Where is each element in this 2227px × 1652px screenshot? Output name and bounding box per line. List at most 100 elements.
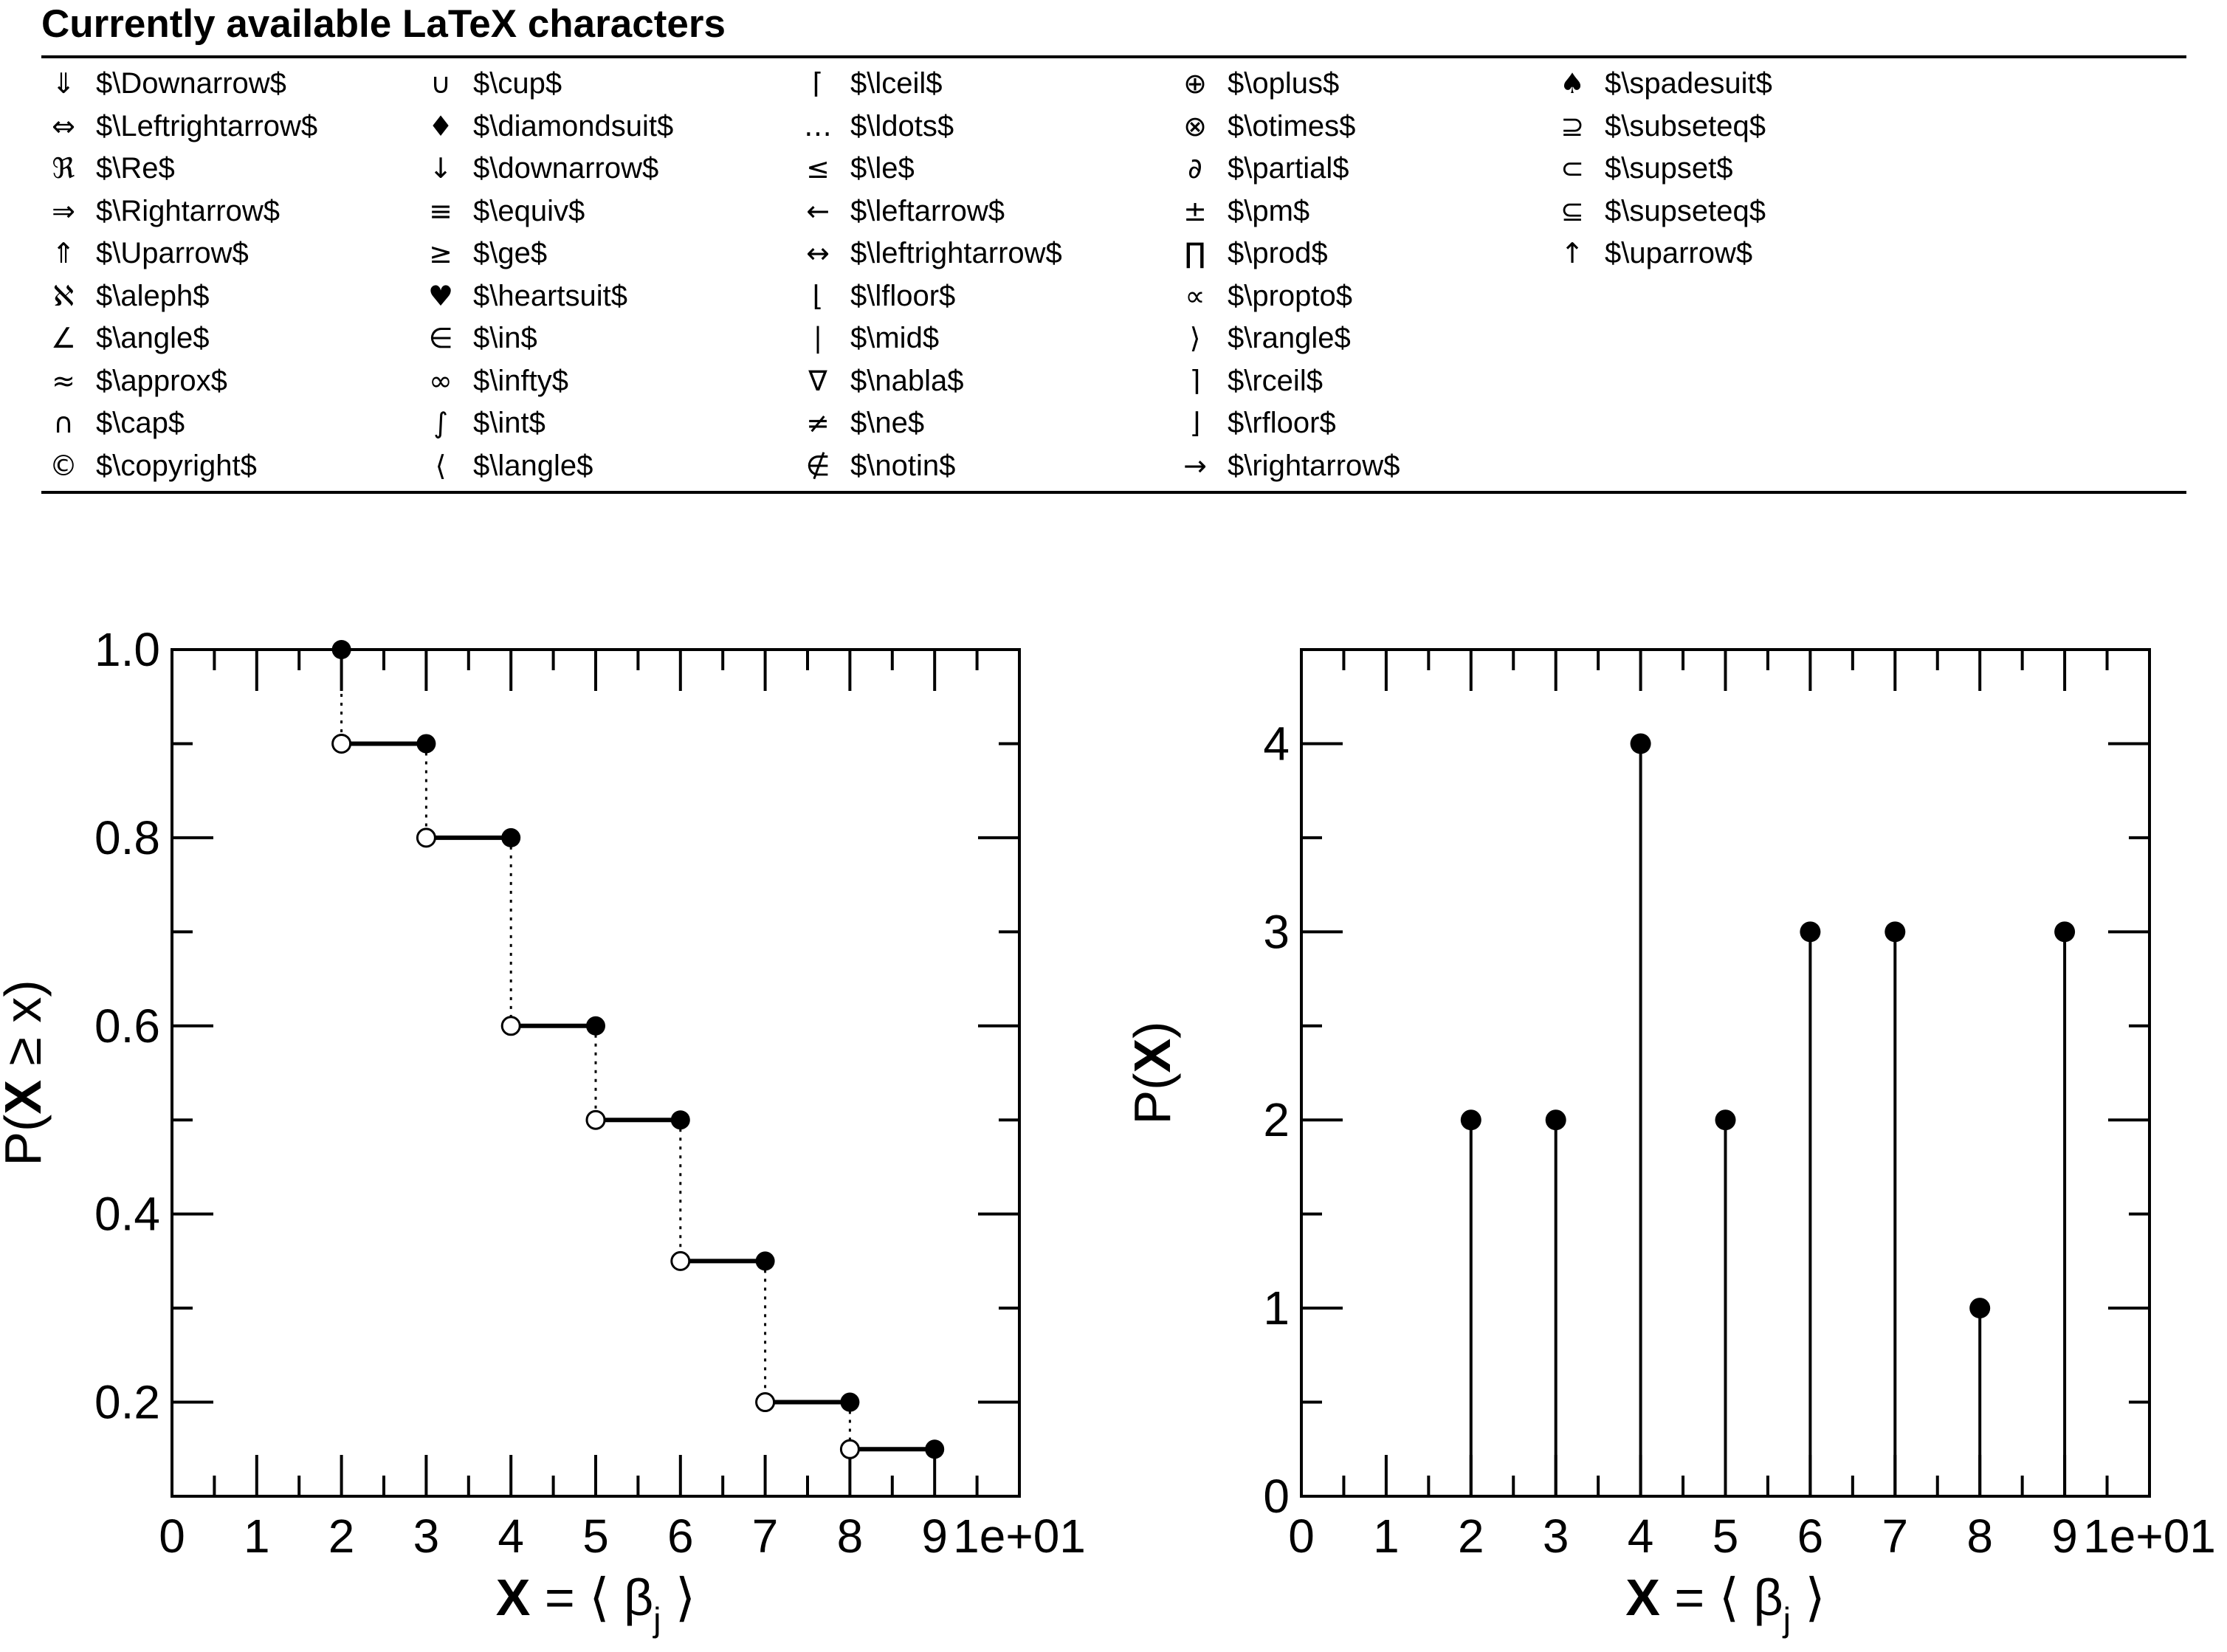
y-tick-label: 1.0 (94, 623, 160, 676)
x-tick-label: 6 (667, 1510, 694, 1563)
table-symbol: ∣ (810, 322, 825, 354)
table-code: $\otimes$ (1228, 109, 1356, 142)
table-symbol: ⟨ (435, 449, 447, 482)
y-tick-label: 0 (1263, 1470, 1290, 1523)
table-symbol: ∝ (1185, 279, 1205, 312)
filled-point (416, 734, 436, 754)
table-symbol: ⌈ (812, 67, 824, 100)
table-symbol: ⇑ (52, 237, 75, 269)
table-code: $\cap$ (96, 407, 185, 439)
table-symbol: ∪ (430, 67, 451, 100)
table-symbol: ⇒ (52, 194, 75, 227)
table-code: $\heartsuit$ (473, 279, 628, 312)
table-symbol: ∈ (428, 322, 453, 354)
x-tick-label: 7 (1882, 1510, 1909, 1563)
table-code: $\lceil$ (850, 67, 943, 100)
table-code: $\spadesuit$ (1605, 67, 1772, 100)
open-point (839, 1439, 860, 1459)
table-code: $\int$ (473, 407, 545, 439)
open-point (416, 827, 436, 848)
x-tick-label: 3 (1543, 1510, 1569, 1563)
table-symbol: ∫ (433, 407, 448, 439)
table-title: Currently available LaTeX characters (41, 2, 726, 46)
table-symbol: ⊇ (1560, 109, 1584, 142)
table-symbol: ∂ (1188, 152, 1202, 185)
x-tick-label: 4 (498, 1510, 524, 1563)
table-symbol: ∩ (53, 407, 74, 439)
x-tick-label: 6 (1797, 1510, 1824, 1563)
table-symbol: ≥ (429, 237, 452, 269)
filled-point (840, 1392, 860, 1412)
table-bottom-rule (41, 491, 2186, 494)
table-symbol: ⌉ (1189, 364, 1201, 397)
y-axis-label: P(X ≥ x) (0, 980, 52, 1166)
table-code: $\le$ (850, 152, 915, 185)
open-point (670, 1250, 691, 1271)
table-code: $\downarrow$ (473, 152, 659, 185)
table-symbol: ∠ (50, 322, 77, 354)
table-code: $\in$ (473, 322, 537, 354)
stem-point (1545, 1109, 1566, 1131)
open-point (331, 733, 352, 754)
table-symbol: ↓ (429, 152, 452, 185)
stem-point (1800, 921, 1821, 943)
table-code: $\leftrightarrow$ (850, 237, 1062, 269)
x-tick-label: 5 (1713, 1510, 1739, 1563)
stem-point (1630, 733, 1651, 754)
filled-point (925, 1439, 945, 1459)
table-symbol: ℵ (52, 279, 75, 312)
table-code: $\notin$ (850, 449, 956, 482)
table-symbol: ♥ (427, 279, 454, 312)
filled-point (501, 827, 521, 847)
table-code: $\lfloor$ (850, 279, 956, 312)
table-symbol: ⊕ (1183, 67, 1207, 100)
table-code: $\mid$ (850, 322, 940, 354)
table-symbol: … (804, 109, 832, 142)
table-code: $\Leftrightarrow$ (96, 109, 318, 142)
y-tick-label: 1 (1263, 1281, 1290, 1335)
x-axis-label: X = ⟨ βj ⟩ (1625, 1569, 1825, 1639)
table-code: $\ldots$ (850, 109, 954, 142)
filled-point (755, 1251, 775, 1271)
table-code: $\rightarrow$ (1228, 449, 1400, 482)
table-code: $\Re$ (96, 152, 175, 185)
x-tick-label: 9 (2051, 1510, 2078, 1563)
table-code: $\oplus$ (1228, 67, 1340, 100)
table-code: $\subseteq$ (1605, 109, 1766, 142)
table-symbol: ⌊ (812, 279, 824, 312)
x-tick-label: 2 (1458, 1510, 1484, 1563)
x-tick-label: 5 (582, 1510, 609, 1563)
open-point (755, 1392, 776, 1413)
table-symbol: ∏ (1184, 237, 1206, 269)
y-tick-label: 0.6 (94, 999, 160, 1053)
stem-point (2054, 921, 2076, 943)
y-tick-label: 0.4 (94, 1188, 160, 1241)
table-code: $\uparrow$ (1605, 237, 1753, 269)
table-symbol: ♠ (1559, 67, 1586, 100)
x-tick-label: 0 (1288, 1510, 1315, 1563)
table-code: $\pm$ (1228, 194, 1310, 227)
x-axis-label: X = ⟨ βj ⟩ (496, 1569, 696, 1639)
x-tick-label: 7 (752, 1510, 779, 1563)
table-code: $\rangle$ (1228, 322, 1351, 354)
table-code: $\aleph$ (96, 279, 210, 312)
table-code: $\leftarrow$ (850, 194, 1005, 227)
open-point (500, 1016, 521, 1036)
table-symbol: ℜ (52, 152, 75, 185)
y-axis-label: P(X) (1123, 1021, 1181, 1124)
table-symbol: ≤ (806, 152, 830, 185)
x-tick-label: 4 (1628, 1510, 1654, 1563)
table-code: $\copyright$ (96, 449, 257, 482)
y-tick-label: 2 (1263, 1093, 1290, 1146)
table-symbol: ± (1183, 194, 1207, 227)
stem-point (1715, 1109, 1736, 1131)
filled-point (670, 1110, 690, 1130)
x-tick-label: 1e+01 (953, 1510, 1086, 1563)
filled-point (586, 1016, 605, 1036)
table-code: $\Rightarrow$ (96, 194, 280, 227)
table-code: $\angle$ (96, 322, 210, 354)
table-symbol: ⊆ (1560, 194, 1584, 227)
table-symbol: ∉ (805, 449, 830, 482)
table-symbol: ≠ (806, 407, 830, 439)
x-tick-label: 1 (1373, 1510, 1400, 1563)
